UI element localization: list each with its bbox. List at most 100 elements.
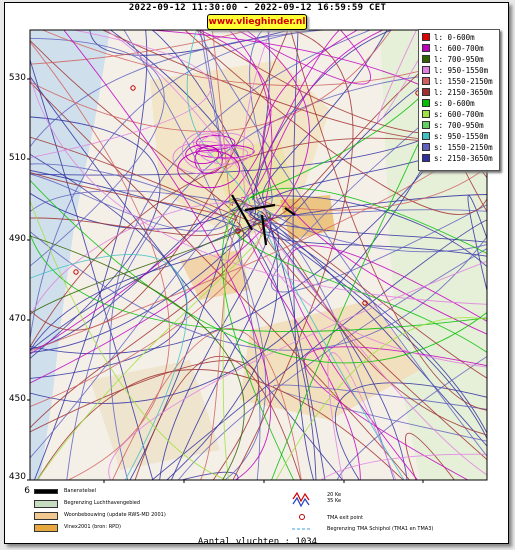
flight-track	[30, 30, 392, 132]
flight-track	[123, 30, 267, 480]
runway-system	[231, 194, 296, 246]
legend-label: s: 950-1550m	[434, 132, 489, 141]
flight-track	[255, 30, 394, 205]
flight-track	[30, 212, 271, 315]
legend-swatch	[422, 55, 430, 63]
legend-item: l: 950-1550m	[422, 65, 488, 76]
tma-exit-label: TMA exit point	[327, 515, 364, 521]
flight-track	[109, 30, 279, 480]
legend-swatch	[422, 110, 430, 118]
flight-track	[262, 30, 487, 335]
holding-loop	[181, 131, 232, 171]
flight-track	[270, 68, 487, 293]
holding-loop	[194, 146, 223, 175]
flight-track	[30, 192, 240, 230]
time-range-title: 2022-09-12 11:30:00 - 2022-09-12 16:59:5…	[128, 3, 387, 13]
flight-track	[236, 30, 372, 85]
y-tick-label: 430	[8, 472, 26, 482]
flight-track	[248, 224, 361, 480]
holding-loop	[195, 144, 255, 159]
map-key-swatch	[34, 512, 58, 520]
legend-label: l: 0-600m	[434, 33, 475, 42]
flight-track	[30, 179, 487, 364]
holding-loop	[197, 132, 254, 165]
flight-track	[30, 235, 245, 480]
flight-track	[268, 233, 487, 476]
flight-track	[232, 30, 354, 480]
legend-label: s: 2150-3650m	[434, 154, 493, 163]
flight-track	[221, 187, 487, 480]
flight-track	[263, 224, 487, 436]
flight-track	[467, 195, 487, 293]
legend-item: l: 600-700m	[422, 43, 484, 54]
flight-track	[30, 215, 263, 408]
legend-label: l: 1550-2150m	[434, 77, 493, 86]
flight-track	[109, 30, 372, 480]
legend-item: l: 700-950m	[422, 54, 484, 65]
legend-item: l: 1550-2150m	[422, 76, 493, 87]
legend-item: s: 700-950m	[422, 120, 484, 131]
flight-track	[251, 196, 487, 253]
legend-item: s: 0-600m	[422, 98, 475, 109]
flight-track	[30, 37, 165, 267]
flight-track	[249, 210, 487, 441]
brand-link[interactable]: www.vlieghinder.nl	[207, 14, 307, 30]
flight-track	[30, 81, 411, 480]
flight-track	[233, 30, 341, 215]
flight-track	[151, 30, 256, 221]
flight-track	[292, 30, 315, 480]
flight-track	[184, 30, 487, 215]
flight-track	[196, 30, 487, 457]
map-key-swatch	[34, 500, 58, 508]
legend-swatch	[422, 66, 430, 74]
flight-track	[227, 30, 273, 212]
legend-label: l: 950-1550m	[434, 66, 489, 75]
legend-item: l: 0-600m	[422, 32, 475, 43]
flight-track	[30, 199, 228, 480]
map-key-label: Woonbebouwing (update RWS-MD 2001)	[64, 512, 166, 518]
holding-loop	[185, 144, 220, 165]
y-tick-label: 450	[8, 394, 26, 404]
flight-track	[334, 382, 487, 480]
flight-track	[108, 260, 487, 480]
tma-border-label: Begrenzing TMA Schiphol (TMA1 en TMA3)	[327, 526, 434, 532]
flight-track	[242, 30, 487, 368]
flight-track	[258, 211, 405, 480]
flight-track	[170, 221, 280, 480]
flight-track	[151, 219, 487, 480]
flight-track	[30, 116, 161, 359]
flight-track	[231, 220, 487, 354]
legend-label: s: 1550-2150m	[434, 143, 493, 152]
flight-track	[30, 30, 316, 343]
flight-track	[30, 230, 487, 351]
flight-track	[30, 30, 310, 384]
flight-track	[30, 254, 188, 480]
flight-track	[63, 30, 272, 480]
flight-track	[287, 245, 487, 480]
flight-track	[30, 30, 272, 355]
legend-swatch	[422, 88, 430, 96]
y-tick-label: 530	[8, 73, 26, 83]
legend-item: s: 2150-3650m	[422, 153, 493, 164]
flight-track	[112, 328, 302, 480]
flight-track	[231, 209, 487, 447]
map-key-label: Banenstelsel	[64, 488, 97, 494]
flight-track	[180, 471, 239, 480]
flight-track	[30, 359, 260, 480]
flight-track	[30, 217, 234, 236]
legend-label: l: 700-950m	[434, 55, 484, 64]
flight-track	[257, 223, 487, 461]
holding-loop	[172, 140, 236, 175]
legend-label: l: 2150-3650m	[434, 88, 493, 97]
map-key-label: Vinex2001 (bron: RPD)	[64, 524, 121, 530]
flight-track	[303, 346, 487, 480]
legend-swatch	[422, 33, 430, 41]
flight-count: Aantal vluchten : 1034	[197, 537, 318, 547]
flight-track	[30, 30, 329, 148]
legend-swatch	[422, 154, 430, 162]
flight-track	[30, 30, 252, 65]
axis-ticks	[27, 78, 424, 483]
legend-swatch	[422, 121, 430, 129]
y-tick-label: 470	[8, 314, 26, 324]
